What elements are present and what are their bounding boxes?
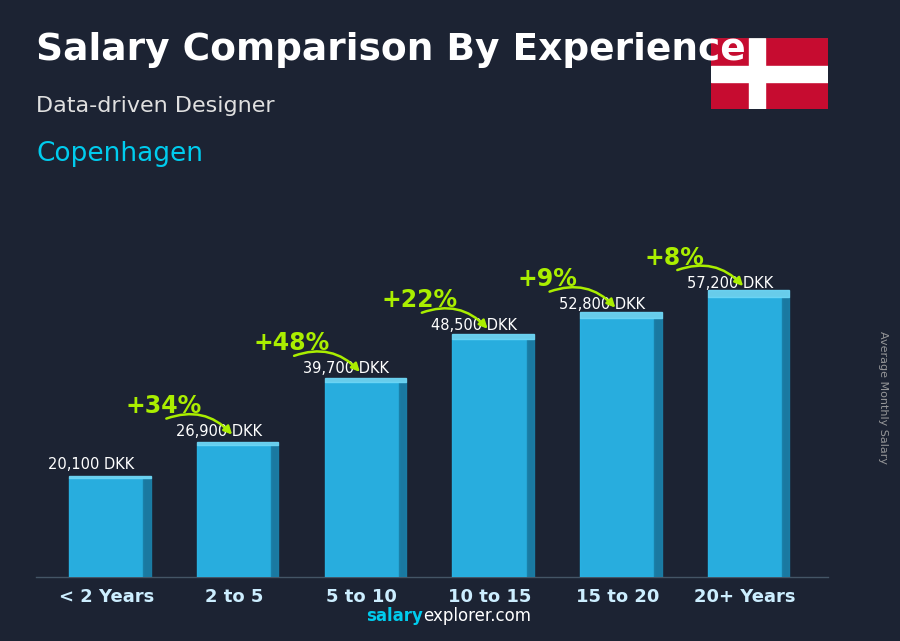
- Bar: [399, 382, 406, 577]
- Bar: [197, 442, 278, 445]
- Text: 26,900 DKK: 26,900 DKK: [176, 424, 262, 439]
- Bar: [69, 476, 150, 478]
- Bar: [580, 318, 654, 577]
- Text: +8%: +8%: [644, 246, 705, 270]
- Text: Average Monthly Salary: Average Monthly Salary: [878, 331, 887, 464]
- Bar: [271, 445, 278, 577]
- Bar: [580, 312, 662, 318]
- Text: +48%: +48%: [254, 331, 329, 355]
- Bar: [654, 318, 662, 577]
- Text: 39,700 DKK: 39,700 DKK: [303, 362, 390, 376]
- Text: +9%: +9%: [517, 267, 577, 291]
- Text: +22%: +22%: [382, 288, 457, 312]
- Bar: [453, 339, 526, 577]
- Bar: [708, 297, 782, 577]
- Bar: [782, 297, 789, 577]
- Bar: [143, 478, 150, 577]
- Text: salary: salary: [366, 607, 423, 625]
- Text: Copenhagen: Copenhagen: [36, 141, 203, 167]
- Bar: [69, 478, 143, 577]
- Bar: [708, 290, 789, 297]
- Bar: [526, 339, 534, 577]
- Text: 57,200 DKK: 57,200 DKK: [687, 276, 773, 290]
- Bar: [453, 334, 534, 339]
- Bar: [325, 378, 406, 382]
- Bar: [197, 445, 271, 577]
- Bar: [711, 65, 828, 82]
- Text: explorer.com: explorer.com: [423, 607, 531, 625]
- Text: Data-driven Designer: Data-driven Designer: [36, 96, 274, 116]
- Text: 20,100 DKK: 20,100 DKK: [48, 458, 134, 472]
- Text: 48,500 DKK: 48,500 DKK: [431, 319, 518, 333]
- Text: Salary Comparison By Experience: Salary Comparison By Experience: [36, 32, 746, 68]
- Text: +34%: +34%: [126, 394, 202, 418]
- Bar: [749, 38, 765, 109]
- Bar: [325, 382, 399, 577]
- Text: 52,800 DKK: 52,800 DKK: [559, 297, 645, 312]
